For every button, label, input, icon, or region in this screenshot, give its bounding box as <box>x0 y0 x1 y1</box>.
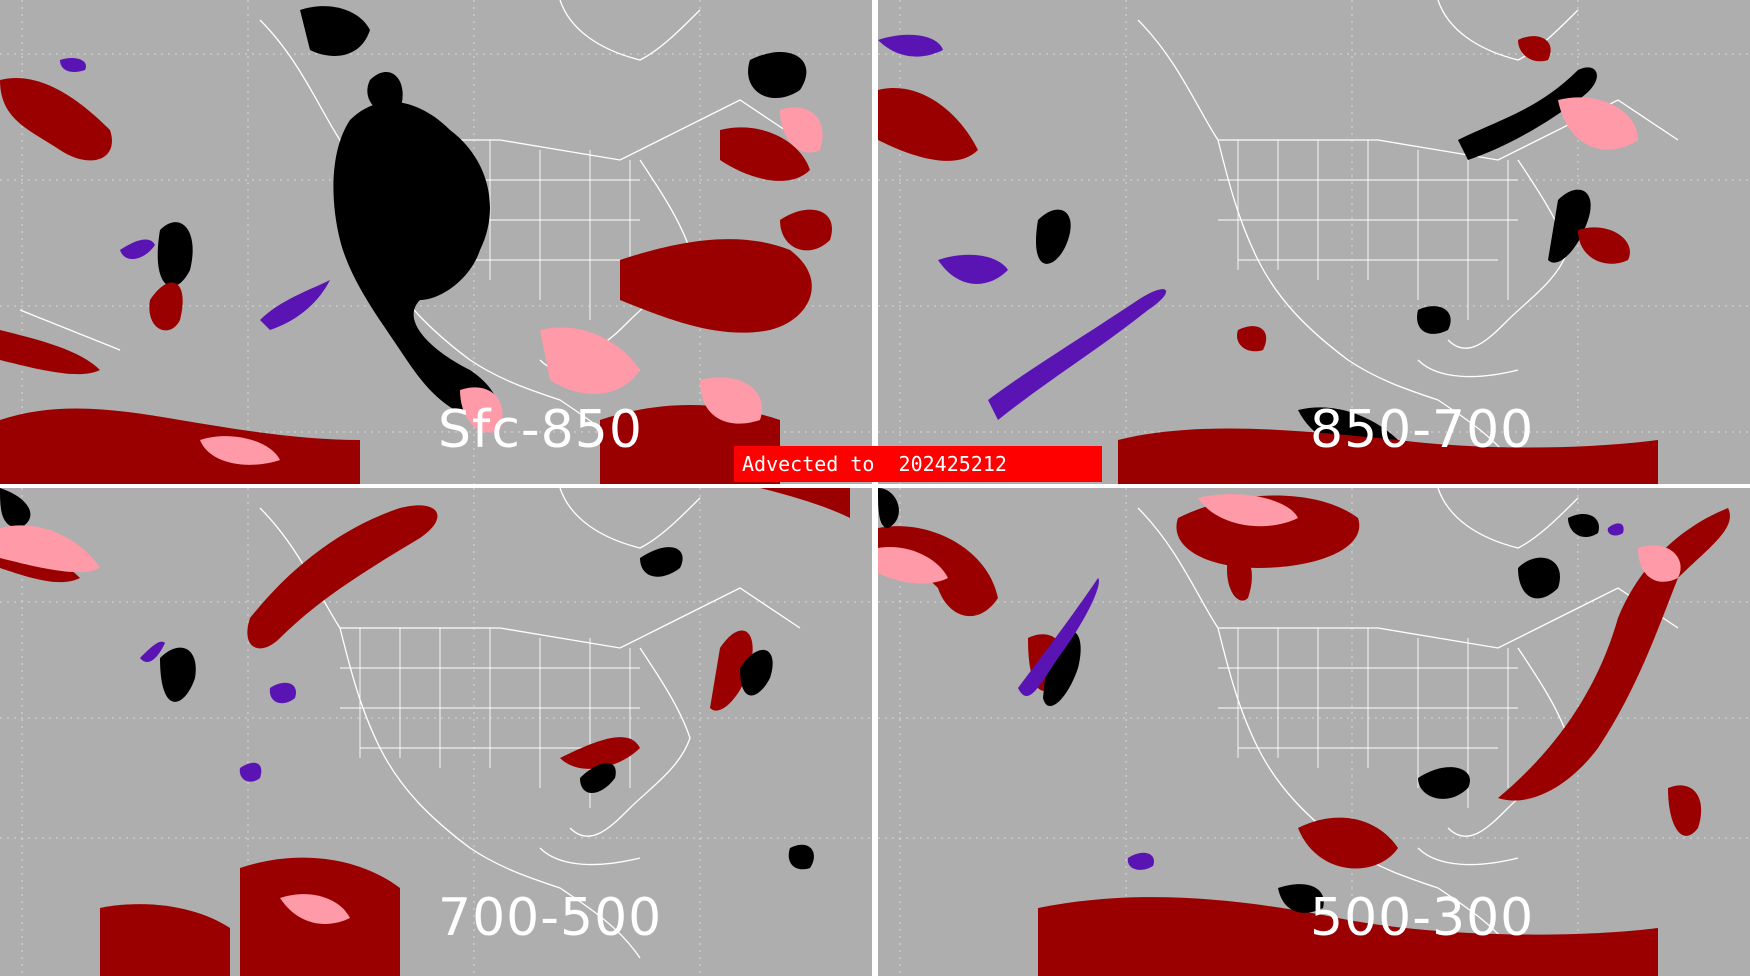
layer-map-850-700 <box>878 0 1750 484</box>
coastline-outlines <box>1137 0 1679 471</box>
map-panel-850-700: 850-700 <box>878 0 1750 484</box>
cloud-type-dark-red <box>0 488 850 976</box>
state-boundaries <box>340 628 640 808</box>
cloud-type-black <box>878 488 1599 913</box>
cloud-type-dark-red <box>878 36 1658 484</box>
layer-label: 700-500 <box>438 888 663 948</box>
graticule <box>878 488 1750 976</box>
map-panel-500-300: 500-300 <box>878 488 1750 976</box>
cloud-type-pink <box>0 525 350 924</box>
cloud-type-black <box>1035 67 1597 450</box>
cloud-type-purple <box>1018 523 1624 870</box>
cloud-type-black <box>157 6 807 421</box>
cloud-type-pink <box>200 107 823 465</box>
layer-map-sfc-850 <box>0 0 872 484</box>
cloud-type-purple <box>60 58 330 330</box>
cloud-type-purple <box>140 641 296 782</box>
cloud-type-dark-red <box>0 78 832 484</box>
cloud-type-pink <box>878 494 1681 584</box>
state-boundaries <box>1218 140 1518 320</box>
graticule <box>0 488 872 976</box>
advected-to-banner: Advected to 202425212 <box>734 446 1102 482</box>
layer-map-700-500 <box>0 488 872 976</box>
state-boundaries <box>1218 628 1518 808</box>
map-panel-700-500: 700-500 <box>0 488 872 976</box>
layer-map-500-300 <box>878 488 1750 976</box>
layer-label: Sfc-850 <box>438 400 643 460</box>
layer-label: 850-700 <box>1310 400 1535 460</box>
cloud-type-dark-red <box>878 495 1730 976</box>
cloud-type-black <box>0 488 814 870</box>
map-panel-sfc-850: Sfc-850 <box>0 0 872 484</box>
cloud-type-purple <box>878 34 1167 420</box>
cloud-type-pink <box>1558 97 1638 150</box>
layer-label: 500-300 <box>1310 888 1535 948</box>
coastline-outlines <box>259 488 801 959</box>
